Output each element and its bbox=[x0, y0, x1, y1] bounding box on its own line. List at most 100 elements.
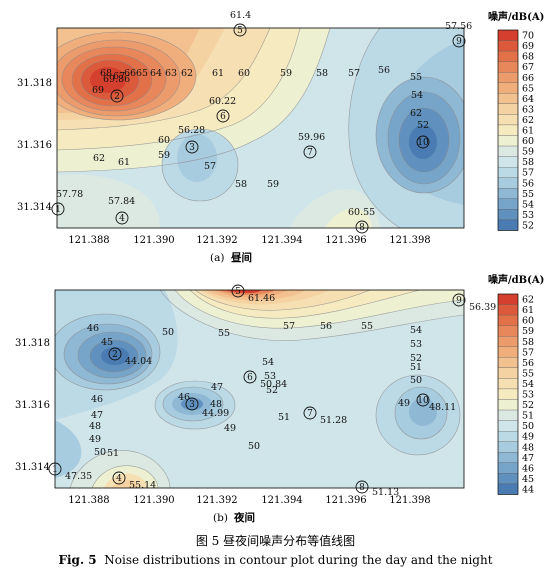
site-id: 9 bbox=[456, 296, 462, 306]
contour-label: 62 bbox=[410, 108, 422, 119]
site-marker-10: 10 52 bbox=[416, 120, 430, 149]
site-id: 2 bbox=[114, 92, 120, 102]
y-tick-label: 31.316 bbox=[15, 400, 50, 411]
contour-label: 53 bbox=[410, 339, 422, 350]
colorbar-tick-label: 69 bbox=[522, 41, 534, 52]
site-id: 8 bbox=[359, 483, 365, 493]
colorbar-tick-label: 53 bbox=[522, 390, 534, 401]
colorbar-tick-label: 56 bbox=[522, 178, 534, 189]
site-value-label: 51.28 bbox=[320, 415, 347, 426]
y-axis-day: 31.318 31.316 31.314 bbox=[17, 78, 52, 213]
colorbar-swatch bbox=[497, 293, 519, 305]
contour-label: 61 bbox=[212, 68, 224, 79]
contour-label: 61 bbox=[118, 157, 130, 168]
colorbar-swatch bbox=[497, 325, 519, 337]
colorbar-tick-label: 60 bbox=[522, 316, 534, 327]
contour-label: 57 bbox=[348, 68, 360, 79]
colorbar-swatch bbox=[497, 209, 519, 221]
contour-label: 59 bbox=[280, 68, 292, 79]
colorbar-tick-label: 48 bbox=[522, 442, 534, 453]
site-value-label: 69.86 bbox=[103, 74, 130, 85]
colorbar-tick-label: 65 bbox=[522, 83, 534, 94]
colorbar-swatch bbox=[497, 177, 519, 189]
colorbar-swatch bbox=[497, 336, 519, 347]
colorbar-tick-label: 55 bbox=[522, 368, 534, 379]
contour-label: 50 bbox=[410, 375, 422, 386]
colorbar-tick-label: 52 bbox=[522, 400, 534, 411]
plot-frame-night bbox=[54, 289, 465, 489]
site-marker-2: 244.04 bbox=[108, 347, 152, 367]
site-id: 8 bbox=[359, 223, 365, 233]
colorbar-tick-label: 57 bbox=[522, 168, 534, 179]
colorbar-swatch bbox=[497, 462, 519, 474]
contour-labels-day: 69 68 67 66 65 64 63 62 61 60 59 58 57 5… bbox=[92, 65, 423, 190]
colorbar-swatch bbox=[497, 114, 519, 126]
colorbar-swatch bbox=[497, 388, 519, 400]
contour-label: 66 bbox=[124, 68, 136, 79]
site-id: 3 bbox=[189, 143, 195, 153]
contour-label: 55 bbox=[361, 321, 373, 332]
site-value-label: 56.28 bbox=[178, 125, 205, 136]
colorbar-swatch bbox=[497, 378, 519, 390]
site-id: 1 bbox=[52, 465, 58, 475]
site-marker-7: 751.28 bbox=[303, 406, 347, 426]
colorbar-swatch bbox=[497, 103, 519, 115]
colorbar-tick-label: 66 bbox=[522, 73, 534, 84]
colorbar-swatch bbox=[497, 420, 519, 432]
contour-labels-night: 46 45 50 55 57 56 55 54 53 52 51 50 54 5… bbox=[87, 321, 422, 459]
panel-subtitle-day: 昼间 bbox=[231, 251, 252, 264]
contour-label: 52 bbox=[266, 385, 278, 396]
x-axis-night: 121.388 121.390 121.392 121.394 121.396 … bbox=[68, 495, 430, 506]
colorbar-tick-label: 59 bbox=[522, 326, 534, 337]
contour-label: 51 bbox=[278, 412, 290, 423]
contour-label: 55 bbox=[410, 72, 422, 83]
contour-label: 68 bbox=[100, 68, 112, 79]
colorbar-tick-label: 70 bbox=[522, 31, 534, 42]
colorbar-tick-label: 62 bbox=[522, 115, 534, 126]
contour-label: 54 bbox=[410, 325, 422, 336]
contour-label: 59 bbox=[158, 150, 170, 161]
contour-label: 54 bbox=[262, 357, 274, 368]
colorbar-title: 噪声/dB(A) bbox=[488, 10, 544, 23]
contour-label: 56 bbox=[320, 321, 332, 332]
x-tick-label: 121.392 bbox=[196, 235, 237, 246]
contour-label: 57 bbox=[283, 321, 295, 332]
colorbar-swatch bbox=[497, 441, 519, 453]
site-id: 10 bbox=[417, 138, 429, 148]
colorbar-tick-label: 49 bbox=[522, 432, 534, 443]
colorbar-swatch bbox=[497, 399, 519, 411]
contour-label: 57 bbox=[204, 161, 216, 172]
colorbar-swatch bbox=[497, 346, 519, 358]
colorbar-swatch bbox=[497, 473, 519, 485]
colorbar-tick-label: 53 bbox=[522, 210, 534, 221]
x-axis-day: 121.388 121.390 121.392 121.394 121.396 … bbox=[68, 235, 430, 246]
site-id: 4 bbox=[116, 474, 122, 484]
colorbar-tick-label: 67 bbox=[522, 62, 534, 73]
site-value-label: 55.14 bbox=[129, 480, 156, 491]
site-marker-6: 650.84 bbox=[243, 370, 287, 390]
x-tick-label: 121.396 bbox=[325, 495, 366, 506]
site-id: 2 bbox=[112, 350, 118, 360]
site-id: 7 bbox=[307, 409, 313, 419]
colorbar-tick-label: 62 bbox=[522, 295, 534, 306]
site-marker-6: 660.22 bbox=[209, 96, 236, 123]
contour-label: 58 bbox=[235, 179, 247, 190]
site-value-label: 60.22 bbox=[209, 96, 236, 107]
caption-cn: 图 5 昼夜间噪声分布等值线图 bbox=[195, 534, 356, 548]
colorbar-swatch bbox=[497, 50, 519, 62]
caption-en-prefix: Fig. 5 bbox=[58, 553, 97, 567]
colorbar-tick-label: 60 bbox=[522, 136, 534, 147]
colorbar-tick-label: 47 bbox=[522, 453, 534, 464]
colorbar-swatch bbox=[497, 29, 519, 41]
site-marker-9: 957.56 bbox=[445, 21, 472, 48]
colorbar-swatch bbox=[497, 314, 519, 326]
colorbar-tick-label: 51 bbox=[522, 411, 534, 422]
contour-label: 62 bbox=[93, 153, 105, 164]
site-value-label: 48.11 bbox=[429, 402, 456, 413]
colorbar-swatch bbox=[497, 452, 519, 463]
contour-label: 47 bbox=[211, 382, 223, 393]
contour-label: 59 bbox=[267, 179, 279, 190]
site-marker-8: 8 51.13 bbox=[355, 480, 399, 498]
y-tick-label: 31.318 bbox=[15, 338, 50, 349]
